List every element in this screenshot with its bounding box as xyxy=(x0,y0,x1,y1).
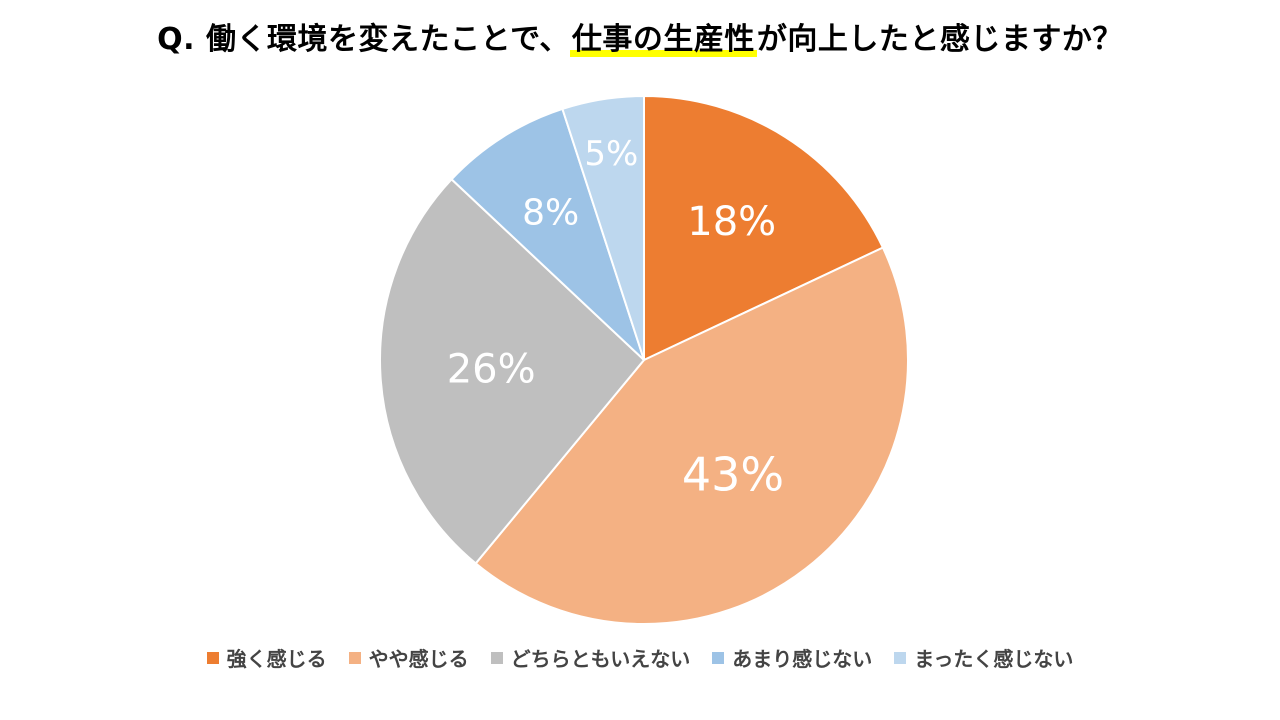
legend: 強く感じる やや感じる どちらともいえない あまり感じない まったく感じない xyxy=(0,643,1280,672)
legend-label: あまり感じない xyxy=(732,647,873,671)
legend-item-4: あまり感じない xyxy=(712,643,872,672)
pie-slice-4 xyxy=(450,107,645,361)
title-prefix: Q. 働く環境を変えたことで、 xyxy=(157,22,570,57)
chart-title: Q. 働く環境を変えたことで、仕事の生産性が向上したと感じますか？ xyxy=(0,14,1280,58)
legend-swatch xyxy=(490,651,503,664)
pie-slice-1 xyxy=(643,94,885,362)
legend-label: どちらともいえない xyxy=(510,647,691,671)
pie-slice-3 xyxy=(379,177,646,565)
pie-labels: 18% 43% 26% 8%5% xyxy=(447,134,784,502)
legend-item-1: 強く感じる xyxy=(206,643,327,672)
legend-item-2: やや感じる xyxy=(348,643,469,672)
legend-item-3: どちらともいえない xyxy=(490,643,691,672)
pie-slice-2 xyxy=(474,246,909,625)
data-label-4: 8% xyxy=(522,192,579,233)
legend-label: やや感じる xyxy=(368,647,469,671)
data-label-2: 43% xyxy=(682,448,784,502)
legend-label: まったく感じない xyxy=(914,647,1074,671)
data-label-5: 5% xyxy=(584,134,638,174)
pie-slice-5 xyxy=(561,94,645,361)
legend-item-5: まったく感じない xyxy=(894,643,1073,672)
title-highlight: 仕事の生産性 xyxy=(569,22,757,57)
legend-swatch xyxy=(712,651,725,664)
legend-swatch xyxy=(348,651,361,664)
legend-swatch xyxy=(206,651,219,664)
legend-label: 強く感じる xyxy=(226,647,327,671)
data-label-3: 26% xyxy=(447,347,536,393)
pie-slices xyxy=(379,94,909,625)
legend-swatch xyxy=(894,651,907,664)
data-label-1: 18% xyxy=(687,199,776,245)
title-suffix: が向上したと感じますか？ xyxy=(756,22,1123,57)
